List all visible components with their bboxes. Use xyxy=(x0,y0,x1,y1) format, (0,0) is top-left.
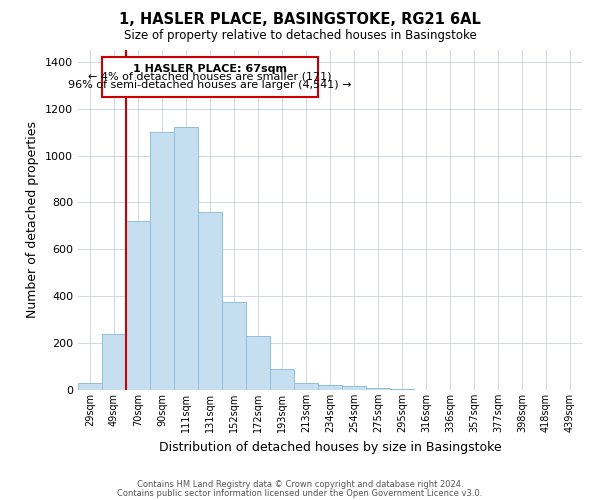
Bar xyxy=(246,336,270,390)
Bar xyxy=(174,128,198,390)
Bar xyxy=(78,383,102,390)
Text: 1, HASLER PLACE, BASINGSTOKE, RG21 6AL: 1, HASLER PLACE, BASINGSTOKE, RG21 6AL xyxy=(119,12,481,28)
Y-axis label: Number of detached properties: Number of detached properties xyxy=(26,122,40,318)
Bar xyxy=(342,386,366,390)
Text: ← 4% of detached houses are smaller (171): ← 4% of detached houses are smaller (171… xyxy=(88,72,332,82)
Text: 96% of semi-detached houses are larger (4,541) →: 96% of semi-detached houses are larger (… xyxy=(68,80,352,90)
Text: 1 HASLER PLACE: 67sqm: 1 HASLER PLACE: 67sqm xyxy=(133,64,287,74)
Bar xyxy=(318,386,342,390)
Bar xyxy=(102,57,318,98)
Bar xyxy=(270,369,294,390)
Bar xyxy=(102,334,126,390)
Text: Size of property relative to detached houses in Basingstoke: Size of property relative to detached ho… xyxy=(124,29,476,42)
Bar xyxy=(198,212,222,390)
Bar xyxy=(390,389,414,390)
X-axis label: Distribution of detached houses by size in Basingstoke: Distribution of detached houses by size … xyxy=(158,440,502,454)
Bar xyxy=(150,132,174,390)
Bar xyxy=(222,302,246,390)
Bar xyxy=(366,388,390,390)
Bar xyxy=(126,221,150,390)
Text: Contains HM Land Registry data © Crown copyright and database right 2024.: Contains HM Land Registry data © Crown c… xyxy=(137,480,463,489)
Text: Contains public sector information licensed under the Open Government Licence v3: Contains public sector information licen… xyxy=(118,489,482,498)
Bar xyxy=(294,383,318,390)
